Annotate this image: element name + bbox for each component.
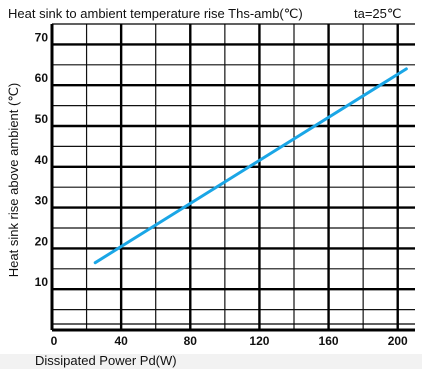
y-axis-label: Heat sink rise above ambient (℃)	[6, 83, 21, 278]
major-grid	[52, 23, 415, 330]
y-tick-label: 10	[35, 275, 49, 289]
y-tick-label: 70	[35, 30, 49, 44]
chart-subtitle: ta=25℃	[354, 6, 402, 21]
x-axis-label: Dissipated Power Pd(W)	[35, 353, 177, 368]
y-tick-label: 50	[35, 112, 49, 126]
chart-title: Heat sink to ambient temperature rise Th…	[8, 6, 303, 21]
y-tick-label: 20	[35, 234, 49, 248]
y-tick-label: 40	[35, 153, 49, 167]
series-line	[93, 67, 408, 265]
x-tick-label: 0	[51, 334, 58, 348]
bottom-strip	[0, 354, 422, 369]
x-tick-label: 80	[184, 334, 198, 348]
series-layer	[93, 67, 408, 265]
y-tick-label: 30	[35, 194, 49, 208]
tick-labels: 10 20 30 40 50 60 70 0 40 80 120 160 200	[35, 30, 408, 348]
axes	[50, 24, 415, 332]
x-tick-label: 160	[319, 334, 339, 348]
x-tick-label: 200	[388, 334, 408, 348]
minor-grid	[52, 24, 415, 330]
x-tick-label: 120	[249, 334, 269, 348]
y-tick-label: 60	[35, 71, 49, 85]
x-tick-label: 40	[114, 334, 128, 348]
